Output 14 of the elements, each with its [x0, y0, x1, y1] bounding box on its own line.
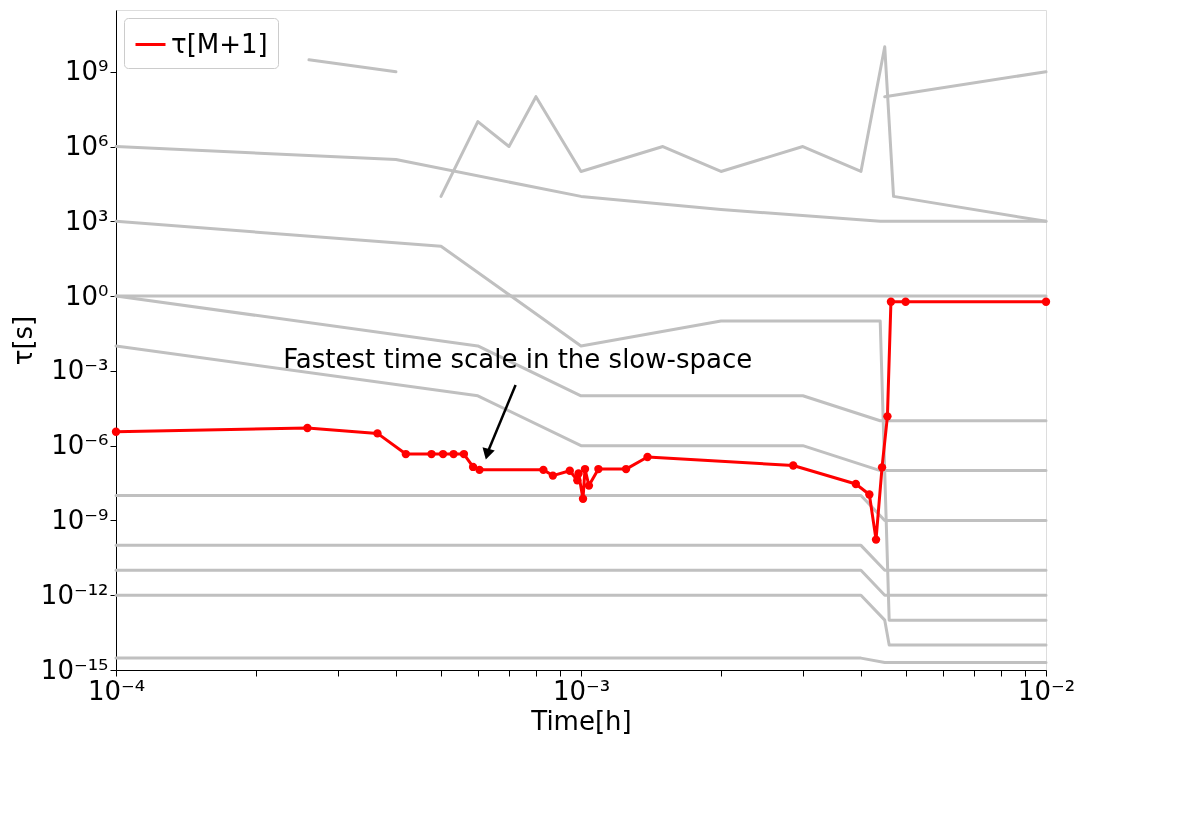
annotation: Fastest time scale in the slow-space — [283, 344, 753, 375]
y-tick-label: 10³ — [64, 205, 109, 236]
legend-label: τ[M+1] — [171, 28, 268, 59]
y-tick-label: 10⁻¹² — [40, 579, 109, 610]
y-tick-label: 10⁻⁶ — [51, 430, 109, 461]
y-tick-label: 10⁰ — [64, 280, 109, 311]
y-tick-label: 10⁹ — [64, 56, 109, 87]
x-tick-label: 10⁻² — [1017, 675, 1076, 706]
y-tick-label: 10⁻³ — [51, 355, 109, 386]
x-tick-label: 10⁻³ — [552, 675, 611, 706]
y-tick-label: 10⁶ — [64, 131, 109, 162]
y-axis-title: τ[s] — [7, 315, 38, 366]
y-tick-label: 10⁻⁹ — [51, 504, 109, 535]
x-axis-title: Time[h] — [530, 705, 632, 736]
